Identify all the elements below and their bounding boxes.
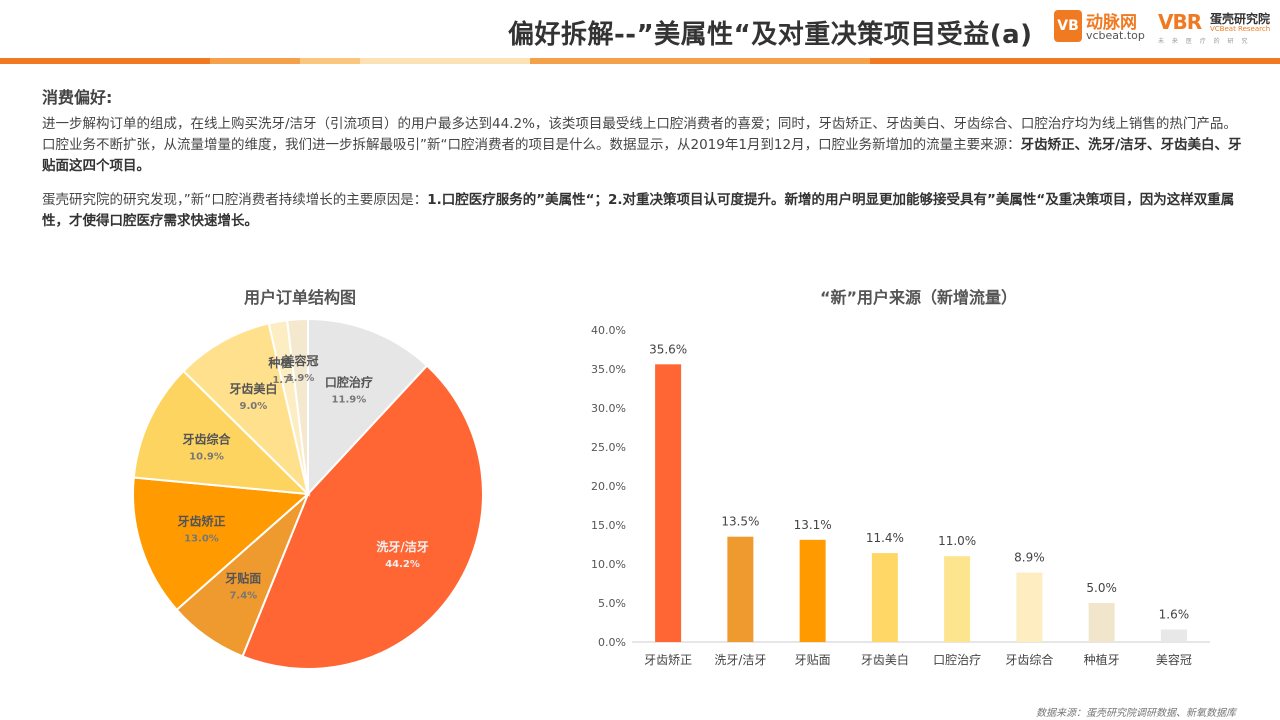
stripe-segment [0,58,210,64]
page-title: 偏好拆解--”美属性“及对重决策项目受益(a) [508,20,1033,50]
paragraph-1: 进一步解构订单的组成，在线上购买洗牙/洁牙（引流项目）的用户最多达到44.2%，… [42,114,1248,177]
vbr-logo-name: 蛋壳研究院 [1210,12,1271,26]
y-tick-label: 35.0% [591,363,626,376]
pie-slice-label: 牙齿综合 [183,432,232,447]
vbr-logo: VBR 蛋壳研究院 VCBeat Research 未 来 医 疗 的 研 究 [1158,8,1276,45]
vcbeat-logo-url: vcbeat.top [1086,29,1145,42]
header: 偏好拆解--”美属性“及对重决策项目受益(a) VB 动脉网 vcbeat.to… [0,0,1280,64]
bar-value-label: 13.5% [721,515,759,529]
pie-chart: 口腔治疗 11.9% 洗牙/洁牙 44.2% 牙贴面 7.4% 牙齿矫正 13.0% 牙齿综合 1… [132,317,484,670]
bar [1160,629,1187,642]
stripe-segment [210,58,300,64]
vbr-logo-mark: VBR [1158,10,1202,34]
vcbeat-logo-mark: VB [1054,10,1082,42]
pie-slice-label: 口腔治疗 [325,375,373,390]
bar-value-label: 8.9% [1014,551,1045,565]
bar [871,553,898,642]
paragraph-2-text: 蛋壳研究院的研究发现，”新“口腔消费者持续增长的主要原因是： [42,192,428,208]
pie-slice-label: 洗牙/洁牙 [376,539,428,554]
y-tick-label: 5.0% [598,597,626,610]
x-tick-label: 种植牙 [1084,652,1120,667]
bar [944,556,971,642]
bar [1016,572,1043,642]
y-tick-label: 0.0% [598,636,626,649]
paragraph-1-text: 进一步解构订单的组成，在线上购买洗牙/洁牙（引流项目）的用户最多达到44.2%，… [42,116,1237,153]
pie-slice [286,317,309,495]
y-tick-label: 25.0% [591,441,626,454]
stripe-segment [530,58,870,64]
x-tick-label: 牙贴面 [795,653,831,667]
data-source-note: 数据来源：蛋壳研究院调研数据、新氧数据库 [1036,708,1236,719]
paragraph-2: 蛋壳研究院的研究发现，”新“口腔消费者持续增长的主要原因是：1.口腔医疗服务的”… [42,190,1248,232]
pie-slice-label: 牙贴面 [225,570,261,585]
bar [1088,603,1115,642]
header-stripe [0,58,1280,64]
paragraph-1-bold: 牙齿矫正、洗牙/洁牙、牙齿美白、牙贴面这四个项目。 [42,137,1242,174]
pie-slice-value: 9.0% [240,401,268,412]
pie-slice-value: 11.9% [332,395,367,406]
pie-slice-value: 44.2% [385,559,420,570]
x-tick-label: 洗牙/洁牙 [714,653,766,667]
y-tick-label: 30.0% [591,402,626,415]
pie-slice [132,369,311,496]
stripe-segment [300,58,360,64]
pie-slice-label: 美容冠 [282,353,318,368]
bar-value-label: 11.0% [938,534,976,548]
pie-slice-value: 13.0% [184,534,219,545]
pie-slice-label: 牙齿美白 [229,381,277,396]
vbr-logo-sub: 未 来 医 疗 的 研 究 [1158,38,1251,45]
bar-chart-title: “新”用户来源（新增流量） [820,288,1018,307]
bar-value-label: 5.0% [1086,581,1117,595]
y-tick-label: 15.0% [591,519,626,532]
pie-slice-label: 牙齿矫正 [177,514,225,529]
bar-value-label: 13.1% [794,518,832,532]
y-tick-label: 20.0% [591,480,626,493]
stripe-segment [360,58,530,64]
pie-slice-value: 7.4% [229,590,257,601]
paragraph-2-bold: 1.口腔医疗服务的”美属性“；2.对重决策项目认可度提升。新增的用户明显更加能够… [42,192,1235,229]
y-tick-label: 10.0% [591,558,626,571]
pie-slice-value: 1.7% [272,375,300,386]
bar-value-label: 35.6% [649,342,687,356]
vbr-logo-en: VCBeat Research [1210,25,1271,33]
section-title: 消费偏好: [42,88,113,107]
bar-value-label: 1.6% [1159,608,1190,622]
x-tick-label: 口腔治疗 [933,652,981,667]
stripe-segment [870,58,1280,64]
bar [655,364,682,642]
pie-slice-value: 1.9% [287,373,315,384]
vcbeat-logo-name: 动脉网 [1086,13,1137,33]
pie-slice [182,322,310,498]
x-tick-label: 牙齿综合 [1005,652,1053,667]
x-tick-label: 牙齿矫正 [644,652,692,667]
x-tick-label: 牙齿美白 [861,652,909,667]
pie-slice-value: 10.9% [189,452,224,463]
pie-slice [241,364,484,670]
pie-slice [132,476,311,612]
bar-chart: 0.0% 5.0% 10.0% 15.0% 20.0% 25.0% 30.0% 35.0% 40… [591,324,1210,667]
y-tick-label: 40.0% [591,324,626,337]
bar [799,539,826,642]
x-tick-label: 美容冠 [1156,652,1192,667]
pie-slice [307,317,429,497]
vcbeat-logo: VB 动脉网 vcbeat.top [1054,8,1150,44]
bar-value-label: 11.4% [866,531,904,545]
bar [727,536,754,642]
pie-chart-title: 用户订单结构图 [244,288,357,307]
